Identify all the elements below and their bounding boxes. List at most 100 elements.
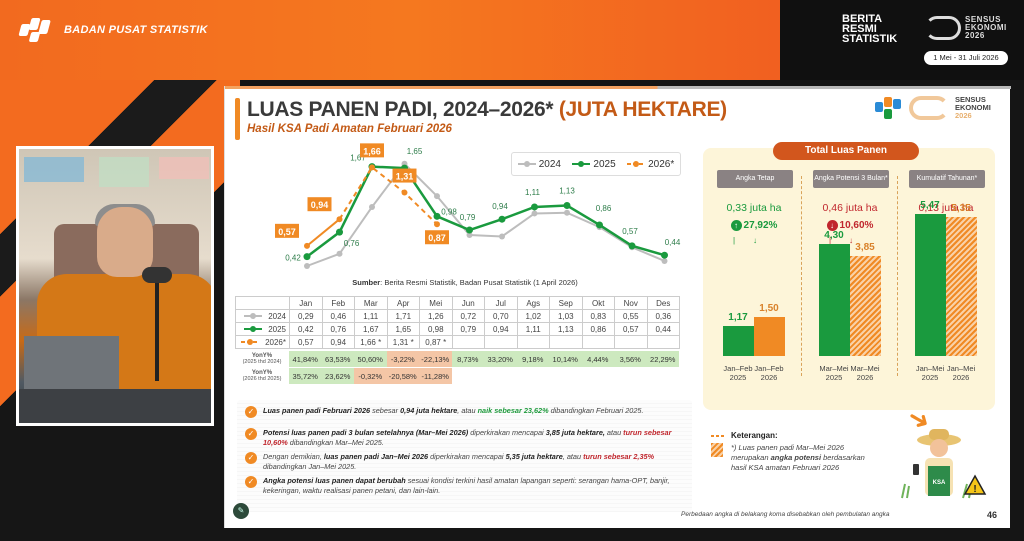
- month-header: Okt: [581, 296, 615, 310]
- panel-bar: [819, 244, 850, 356]
- month-header: Ags: [516, 296, 550, 310]
- yoy-cell: 33,20%: [484, 351, 517, 367]
- check-icon: ✓: [245, 406, 257, 418]
- legend-2024: 2024: [517, 159, 561, 170]
- finding-item: ✓ Dengan demikian, luas panen padi Jan–Me…: [245, 452, 685, 472]
- panel-header: Angka Tetap: [717, 170, 793, 188]
- table-cell: 0,86: [581, 322, 615, 336]
- svg-text:1,65: 1,65: [407, 147, 423, 156]
- yoy-cell: 63,53%: [321, 351, 354, 367]
- panel-marks: |↓: [732, 236, 776, 245]
- microphone: [142, 267, 172, 283]
- slide-title: LUAS PANEN PADI, 2024–2026* (JUTA HEKTAR…: [247, 98, 727, 122]
- panel-diff: 0,33 juta ha: [726, 202, 782, 214]
- yoy-cell: 10,14%: [549, 351, 582, 367]
- bar-label: Mar–Mei 2025: [819, 364, 849, 382]
- table-cell: [484, 335, 518, 349]
- table-cell: 0,44: [646, 322, 680, 336]
- table-cell: [581, 335, 615, 349]
- table-cell: 1,65: [386, 322, 420, 336]
- yoy-table: YonY% (2025 thd 2024) 41,84% 63,53% 50,60% -3…: [235, 350, 679, 385]
- yoy-cell: 3,56%: [614, 351, 647, 367]
- finding-text: Angka potensi luas panen dapat berubah s…: [263, 476, 670, 495]
- presentation-slide: LUAS PANEN PADI, 2024–2026* (JUTA HEKTAR…: [224, 86, 1011, 528]
- yoy-cell: 35,72%: [289, 368, 322, 384]
- table-cell: [516, 335, 550, 349]
- yoy-cell: [614, 368, 647, 384]
- month-header: Sep: [549, 296, 583, 310]
- table-cell: 0,46: [321, 309, 355, 323]
- pencil-icon[interactable]: ✎: [233, 503, 249, 519]
- bar-value: 1,50: [759, 303, 779, 314]
- panel-marks: |↓: [828, 236, 872, 245]
- svg-text:1,31: 1,31: [396, 172, 414, 182]
- panel-bar: [723, 325, 754, 356]
- brs-line: BERITA: [842, 13, 883, 25]
- yoy-cell: -11,28%: [419, 368, 452, 384]
- table-cell: [614, 335, 648, 349]
- finding-text: Dengan demikian, luas panen padi Jan–Mei…: [263, 452, 655, 471]
- yoy-cell: 50,60%: [354, 351, 387, 367]
- yoy-label: YonY% (2026 thd 2025): [242, 370, 282, 382]
- bar-value: 1,17: [728, 311, 748, 323]
- org-name: BADAN PUSAT STATISTIK: [64, 24, 208, 36]
- svg-text:0,42: 0,42: [285, 254, 301, 263]
- table-cell: 0,29: [289, 309, 323, 323]
- title-unit: (JUTA HEKTARE): [558, 98, 727, 121]
- table-cell: 0,76: [321, 322, 355, 336]
- panel-bar: [850, 255, 881, 356]
- speaker-video-feed: [16, 146, 214, 426]
- table-cell: 1,26: [419, 309, 453, 323]
- logo-line: 2026: [955, 111, 972, 120]
- svg-text:0,94: 0,94: [311, 200, 329, 210]
- logo-line: SENSUS: [955, 95, 986, 104]
- table-cell: 0,94: [321, 335, 355, 349]
- month-header: Apr: [386, 296, 420, 310]
- yoy-cell: 9,18%: [516, 351, 549, 367]
- title-main: LUAS PANEN PADI, 2024–2026*: [247, 98, 554, 121]
- line-chart: 0,42 0,76 1,67 1,65 0,980,79 0,94 1,11 1,13 0,86…: [275, 143, 681, 269]
- census-line: EKONOMI: [965, 23, 1007, 32]
- month-header: Jun: [451, 296, 485, 310]
- table-cell: 0,57: [289, 335, 323, 349]
- yoy-cell: -22,13%: [419, 351, 452, 367]
- month-header: Nov: [614, 296, 648, 310]
- yoy-cell: [647, 368, 680, 384]
- broadcast-header: BADAN PUSAT STATISTIK BERITA RESMI STATI…: [0, 0, 1024, 80]
- table-cell: 0,70: [484, 309, 518, 323]
- month-header: Mar: [354, 296, 388, 310]
- page-number: 46: [987, 510, 998, 520]
- chart-source: Sumber: Berita Resmi Statistik, Badan Pu…: [352, 278, 578, 287]
- table-cell: [451, 335, 485, 349]
- table-cell: [646, 335, 680, 349]
- table-cell: 1,02: [516, 309, 550, 323]
- yoy-cell: [517, 368, 550, 384]
- laptop: [24, 336, 119, 391]
- yoy-cell: [452, 368, 485, 384]
- row-label: 2026*: [235, 335, 290, 349]
- finding-text: Potensi luas panen padi 3 bulan setelahn…: [263, 428, 672, 447]
- finding-item: ✓ Luas panen padi Februari 2026 sebesar 0…: [245, 406, 685, 418]
- check-icon: ✓: [245, 452, 257, 464]
- check-icon: ✓: [245, 428, 257, 440]
- table-cell: 0,98: [419, 322, 453, 336]
- table-cell: 1,03: [549, 309, 583, 323]
- panel-header: Angka Potensi 3 Bulan*: [813, 170, 889, 188]
- table-cell: 0,94: [484, 322, 518, 336]
- check-icon: ✓: [245, 476, 257, 488]
- panel-bar: [946, 216, 977, 356]
- brs-line: STATISTIK: [842, 33, 898, 45]
- svg-text:0,86: 0,86: [596, 204, 612, 213]
- row-label: 2025: [235, 322, 290, 336]
- bps-logo-icon: [873, 96, 903, 120]
- svg-text:0,87: 0,87: [428, 233, 446, 243]
- month-header: Feb: [321, 296, 355, 310]
- table-cell: 0,87 *: [419, 335, 453, 349]
- table-cell: 1,31 *: [386, 335, 420, 349]
- census-date-pill: 1 Mei - 31 Juli 2026: [924, 51, 1008, 65]
- month-header: Jul: [484, 296, 518, 310]
- table-cell: 1,71: [386, 309, 420, 323]
- bar-value: 5,35: [951, 202, 971, 214]
- finding-text: Luas panen padi Februari 2026 sebesar 0,…: [263, 406, 644, 415]
- hatched-bar-icon: [711, 443, 723, 457]
